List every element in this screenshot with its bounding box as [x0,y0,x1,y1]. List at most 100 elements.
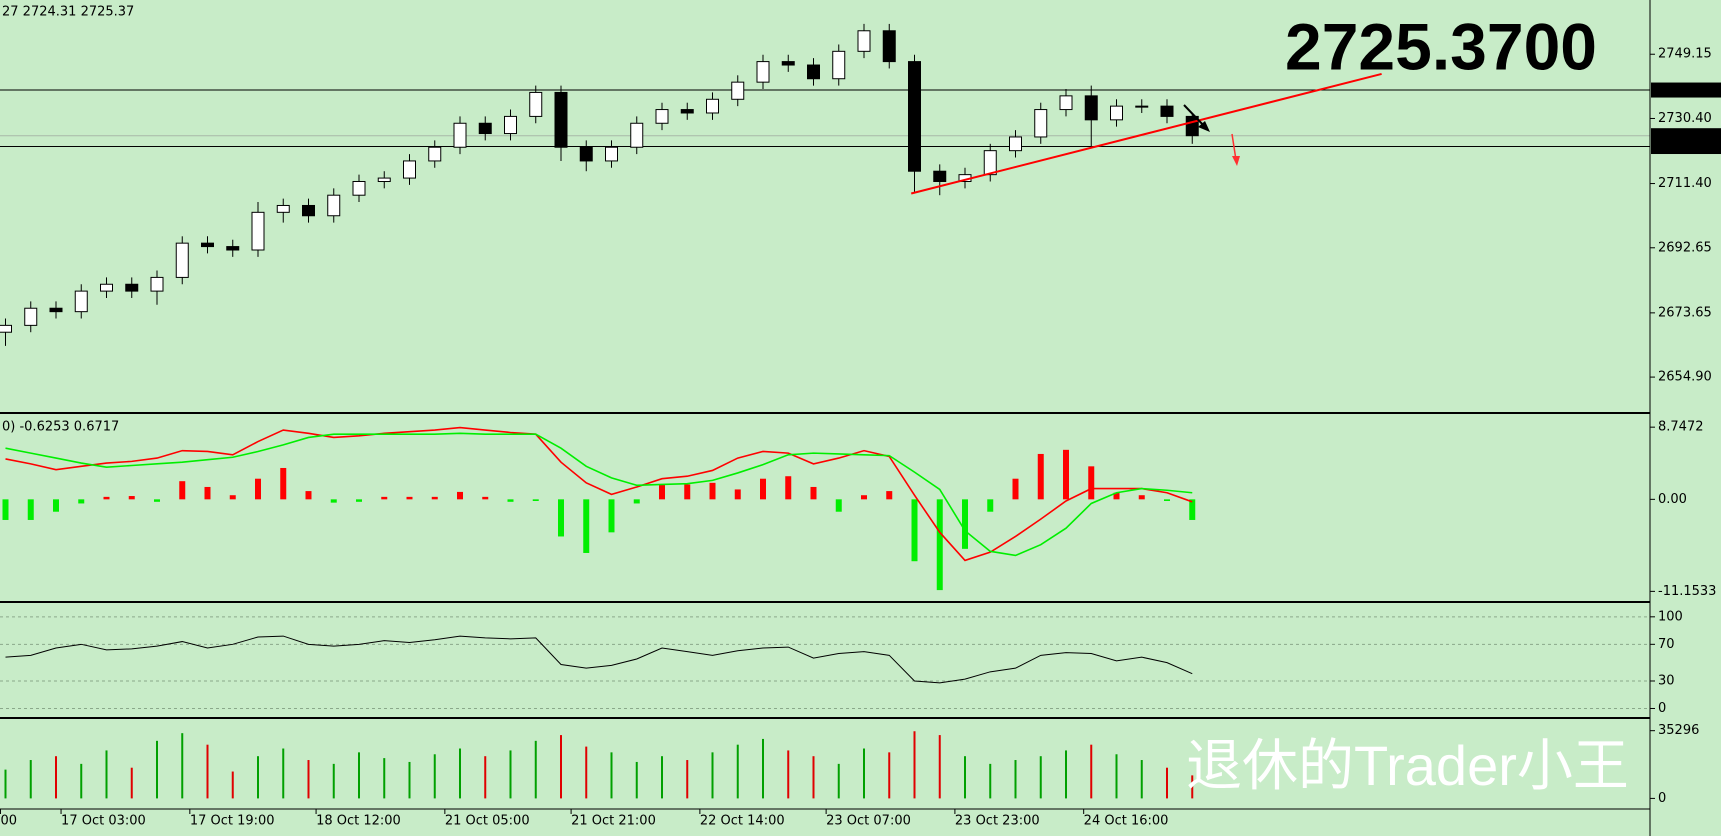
candle-body [579,146,593,162]
volume-bar [484,756,487,799]
histogram-bar [633,499,640,504]
histogram-bar [305,491,312,500]
candle-body [857,30,871,52]
volume-bar [231,771,234,799]
candle-body [276,204,290,213]
candle-body [251,211,265,251]
histogram-bar [835,499,842,512]
volume-bar [459,748,461,799]
volume-bar [787,750,790,799]
candle-body [0,324,12,333]
candle-body [680,109,694,114]
histogram-bar [861,495,867,500]
candle-body [100,283,113,292]
volume-bar [964,756,966,799]
y-tick-label: 35296 [1658,723,1699,738]
histogram-bar [962,499,968,549]
histogram-bar [330,499,337,503]
candle-body [832,50,846,80]
plot-layer: 2749.15 2730.40 2711.40 2692.65 2673.65 2654.… [0,9,1721,829]
macd-label: 0) -0.6253 0.6717 [2,420,119,435]
histogram-bar [987,499,994,512]
volume-bar [1115,754,1118,799]
volume-bar [408,761,411,799]
y-tick-label: -11.1533 [1658,584,1716,599]
histogram-bar [608,499,615,533]
candle-body [125,283,139,292]
y-tick-label: 2749.15 [1658,47,1712,62]
volume-bar [332,763,335,799]
candle-body [453,122,467,148]
y-tick-label: 70 [1658,637,1675,652]
volume-bar [257,756,259,799]
volume-bar [1191,775,1194,799]
volume-bar [888,752,891,799]
candle-body [478,122,492,135]
volume-bar [863,748,865,799]
candle-body [428,146,442,162]
volume-bar [181,733,184,799]
header-text: 27 2724.31 2725.37 [2,5,134,20]
y-tick-label: 30 [1658,673,1675,688]
histogram-bar [785,476,792,500]
candle-body [74,290,88,313]
histogram-bar [53,499,59,512]
price-annotation: 2725.3700 [1285,9,1597,83]
histogram-bar [229,495,236,500]
candle-body [908,61,921,172]
candle-body [756,61,770,83]
histogram-bar [179,481,186,500]
candle-body [1135,105,1149,108]
volume-bar [80,763,83,799]
histogram-bar [810,486,817,500]
candle-body [655,109,669,124]
price-box-label: 2738.70 [1656,83,1710,98]
price-box [1651,139,1721,155]
volume-bar [560,735,562,799]
candle-body [706,98,719,114]
candle-body [1059,95,1073,111]
candle-body [529,91,543,117]
volume-bar [711,752,714,799]
candle-body [807,64,820,80]
histogram-bar [457,491,463,500]
arrow-head [1198,121,1210,132]
candle-body [1009,136,1022,152]
volume-bar [307,760,310,799]
histogram-bar [356,499,362,502]
histogram-bar [78,499,85,504]
volume-bar [55,756,57,799]
candle-body [630,122,644,148]
histogram-bar [1063,449,1069,500]
candle-body [175,242,189,278]
volume-bar [29,760,32,799]
trendline [910,72,1382,195]
x-tick-label: 23 Oct 23:00 [955,814,1040,829]
histogram-bar [1012,478,1019,500]
volume-bar [938,735,941,799]
y-tick-label: 2711.40 [1658,176,1712,191]
volume-bar [736,744,739,799]
histogram-bar [406,496,413,500]
arrow-head [1232,156,1240,166]
histogram-bar [1164,499,1170,501]
candle-body [327,194,341,217]
histogram-bar [532,499,539,501]
volume-bar [130,767,133,799]
histogram-bar [760,478,766,500]
y-tick-label: 2654.90 [1658,370,1712,385]
histogram-bar [1037,453,1044,500]
x-tick-label: 23 Oct 07:00 [826,814,911,829]
histogram-bar [684,484,691,500]
volume-bar [509,750,512,799]
histogram-bar [886,491,893,500]
volume-bar [1140,760,1143,799]
candle-body [24,307,38,326]
histogram-bar [280,467,287,500]
volume-bar [610,752,613,799]
y-tick-label: 0 [1658,701,1666,716]
histogram-bar [381,496,388,500]
candle-body [150,276,164,292]
volume-bar [762,738,764,799]
volume-bar [1039,756,1042,799]
